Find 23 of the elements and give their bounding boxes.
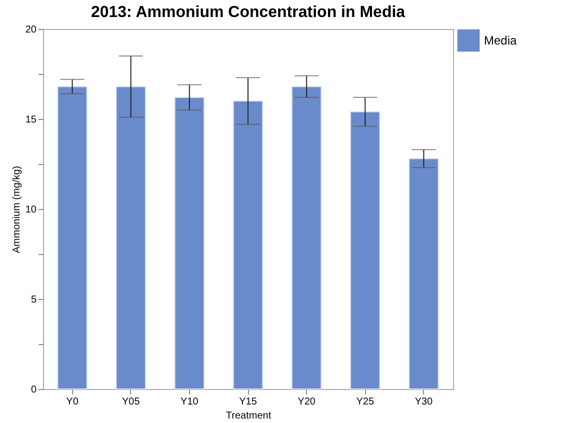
x-tick-label: Y30	[414, 396, 434, 408]
x-axis-title: Treatment	[226, 410, 272, 422]
y-tick-label: 15	[25, 114, 37, 126]
x-tick-label: Y05	[122, 396, 140, 408]
legend-label: Media	[484, 34, 518, 48]
bar	[174, 96, 205, 390]
x-tick-label: Y10	[180, 396, 199, 408]
bar	[57, 86, 88, 390]
y-tick-label: 10	[25, 204, 37, 216]
bar	[350, 111, 380, 390]
y-tick-label: 5	[30, 294, 37, 306]
bar	[408, 158, 439, 390]
bar	[232, 100, 264, 390]
y-tick-label: 20	[25, 24, 37, 36]
bar	[116, 86, 146, 390]
y-tick-label: 0	[30, 384, 37, 396]
x-tick-label: Y15	[239, 396, 258, 408]
x-tick-label: Y0	[66, 396, 79, 408]
chart-title: 2013: Ammonium Concentration in Media	[90, 4, 406, 21]
x-tick-label: Y20	[298, 396, 316, 408]
x-tick-label: Y25	[356, 396, 374, 408]
bar	[291, 86, 322, 390]
y-axis-title: Ammonium (mg/kg)	[11, 166, 22, 254]
